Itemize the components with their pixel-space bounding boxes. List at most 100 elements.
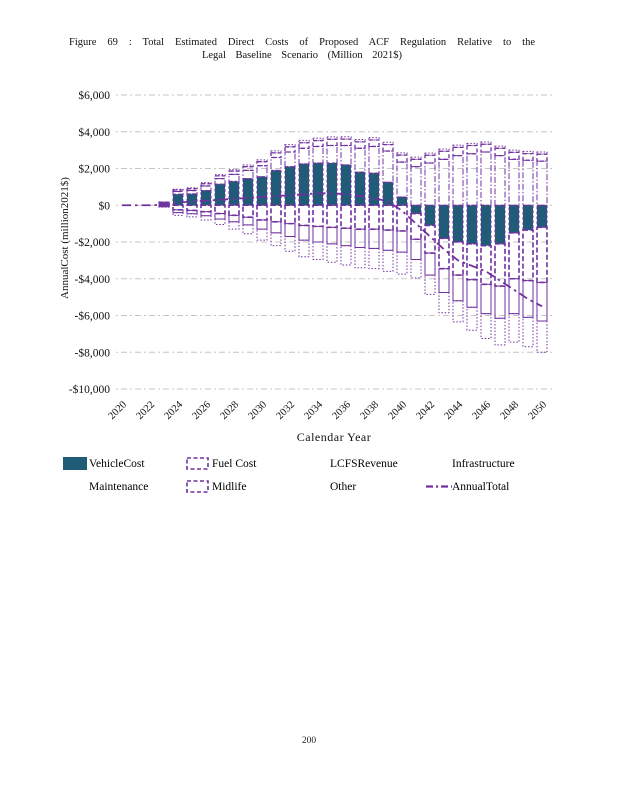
bar-midlife-2044 xyxy=(452,146,464,157)
bar-other-2039 xyxy=(382,141,394,146)
bar-lcfsrevenue-2033 xyxy=(298,239,310,258)
annual-total-line xyxy=(122,192,543,308)
bar-other-2033 xyxy=(298,139,310,144)
bar-maintenance-2042 xyxy=(424,252,436,276)
bar-infrastructure-2028 xyxy=(228,173,240,182)
bar-midlife-2033 xyxy=(298,142,310,149)
bar-lcfsrevenue-2038 xyxy=(368,247,380,270)
x-tick-label: 2046 xyxy=(470,399,493,422)
bar-midlife-2048 xyxy=(508,151,520,160)
bar-other-2031 xyxy=(270,150,282,154)
bar-maintenance-2038 xyxy=(368,228,380,249)
figure-title-line1: Figure 69 : Total Estimated Direct Costs… xyxy=(69,37,535,48)
bar-lcfsrevenue-2035 xyxy=(326,243,338,263)
cost-chart: $6,000 $4,000 $2,000 $0 -$2,000 -$4,000 -$6,00… xyxy=(69,89,552,422)
bar-infrastructure-2043 xyxy=(438,158,450,206)
bar-vehiclecost-2040 xyxy=(396,196,408,206)
bar-maintenance-2025 xyxy=(186,209,198,215)
x-tick-label: 2032 xyxy=(274,399,297,422)
bar-vehiclecost-2030 xyxy=(256,176,268,206)
bar-lcfsrevenue-2047 xyxy=(494,317,506,346)
bar-midlife-2035 xyxy=(326,138,338,147)
bar-lcfsrevenue-2024 xyxy=(172,212,184,216)
legend-swatch-none xyxy=(63,480,89,493)
y-tick-label: -$8,000 xyxy=(75,346,111,359)
y-tick-label: $6,000 xyxy=(78,89,110,102)
bar-infrastructure-2038 xyxy=(368,145,380,174)
bar-midlife-2026 xyxy=(200,183,212,187)
bar-maintenance-2039 xyxy=(382,229,394,251)
bar-vehiclecost-2044 xyxy=(452,204,464,243)
bar-midlife-2040 xyxy=(396,154,408,163)
bar-infrastructure-2040 xyxy=(396,161,408,198)
bar-other-2038 xyxy=(368,137,380,141)
bar-infrastructure-2044 xyxy=(452,155,464,206)
bar-fuel-cost-2033 xyxy=(298,204,310,227)
y-tick-label: $0 xyxy=(99,199,111,212)
legend-label: VehicleCost xyxy=(89,457,145,470)
x-tick-label: 2048 xyxy=(498,399,521,422)
bar-maintenance-2048 xyxy=(508,278,520,315)
bar-maintenance-2040 xyxy=(396,230,408,253)
bar-fuel-cost-2028 xyxy=(228,204,240,217)
bar-vehiclecost-2049 xyxy=(522,204,534,231)
legend-label: Maintenance xyxy=(89,480,149,493)
bar-other-2050 xyxy=(536,151,548,155)
legend-label: Infrastructure xyxy=(452,457,515,470)
bar-vehiclecost-2048 xyxy=(508,204,520,234)
bar-maintenance-2026 xyxy=(200,211,212,217)
bar-maintenance-2029 xyxy=(242,216,254,226)
y-tick-label: $2,000 xyxy=(78,163,110,176)
bar-vehiclecost-2028 xyxy=(228,180,240,206)
x-tick-label: 2026 xyxy=(190,399,213,422)
legend-item-midlife: Midlife xyxy=(186,480,304,493)
bar-fuel-cost-2024 xyxy=(172,204,184,211)
bar-other-2035 xyxy=(326,136,338,140)
bar-lcfsrevenue-2045 xyxy=(466,306,478,331)
legend-swatch-dashed-box xyxy=(186,480,212,493)
legend-row: VehicleCost Fuel Cost LCFSRevenue Infrastru… xyxy=(63,452,583,475)
bar-maintenance-2045 xyxy=(466,279,478,308)
bar-infrastructure-2050 xyxy=(536,160,548,206)
x-tick-label: 2042 xyxy=(414,399,437,422)
legend-label: Midlife xyxy=(212,480,247,493)
x-axis-title: Calendar Year xyxy=(296,430,372,444)
bar-midlife-2032 xyxy=(284,146,296,153)
bar-maintenance-2036 xyxy=(340,227,352,247)
bar-other-2028 xyxy=(228,169,240,172)
bar-midlife-2041 xyxy=(410,158,422,168)
bar-midlife-2037 xyxy=(354,141,366,149)
bar-fuel-cost-2050 xyxy=(536,226,548,284)
bar-lcfsrevenue-2039 xyxy=(382,249,394,272)
legend-item-lcfsrevenue: LCFSRevenue xyxy=(304,457,426,470)
bar-midlife-2050 xyxy=(536,153,548,162)
bar-infrastructure-2042 xyxy=(424,162,436,206)
bar-vehiclecost-2026 xyxy=(200,190,212,206)
bar-fuel-cost-2034 xyxy=(312,204,324,228)
bar-lcfsrevenue-2041 xyxy=(410,258,422,279)
bar-lcfsrevenue-2028 xyxy=(228,221,240,230)
bar-fuel-cost-2026 xyxy=(200,204,212,213)
bar-fuel-cost-2032 xyxy=(284,204,296,225)
x-tick-label: 2020 xyxy=(106,399,129,422)
bar-infrastructure-2047 xyxy=(494,155,506,206)
bar-other-2046 xyxy=(480,141,492,145)
bar-lcfsrevenue-2046 xyxy=(480,313,492,339)
legend-swatch-none xyxy=(304,480,330,493)
bar-fuel-cost-2049 xyxy=(522,229,534,282)
bar-other-2029 xyxy=(242,164,254,168)
bar-infrastructure-2045 xyxy=(466,153,478,206)
x-tick-label: 2044 xyxy=(442,399,465,422)
legend-item-vehiclecost: VehicleCost xyxy=(63,457,186,470)
page-number: 200 xyxy=(301,736,317,746)
bar-vehiclecost-2033 xyxy=(298,163,310,206)
bar-other-2042 xyxy=(424,152,436,156)
bar-infrastructure-2033 xyxy=(298,147,310,165)
bar-fuel-cost-2037 xyxy=(354,204,366,230)
legend-item-maintenance: Maintenance xyxy=(63,480,186,493)
bar-lcfsrevenue-2040 xyxy=(396,251,408,275)
bar-midlife-2043 xyxy=(438,150,450,160)
bar-other-2037 xyxy=(354,138,366,143)
chart-legend: VehicleCost Fuel Cost LCFSRevenue Infrastru… xyxy=(63,452,583,498)
